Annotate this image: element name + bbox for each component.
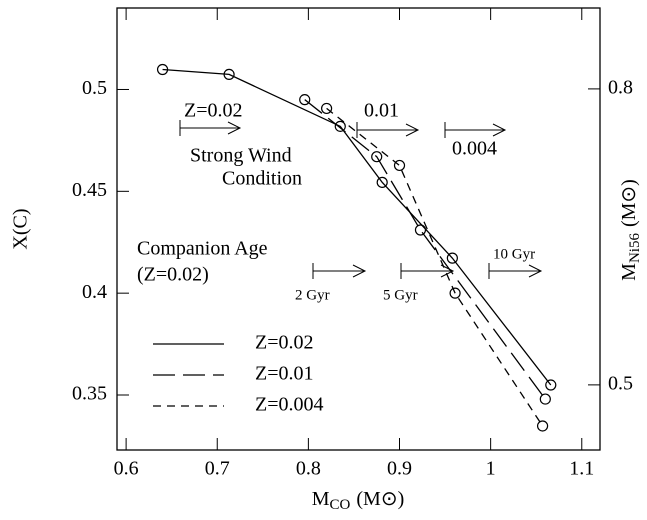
annotation: 10 Gyr	[493, 246, 535, 262]
plot-frame	[116, 7, 601, 451]
y2-axis-label: MNi56 (M⊙)	[618, 179, 644, 281]
marker	[371, 151, 383, 163]
y-tick-label: 0.45	[72, 179, 107, 201]
x-tick-label: 1.1	[569, 458, 594, 480]
arrow	[356, 122, 420, 138]
y2-label-sub: Ni56	[627, 233, 643, 264]
annotation: Z=0.02	[184, 100, 243, 122]
marker	[536, 420, 549, 432]
y-tick-label: 0.35	[72, 383, 107, 405]
x-label-sub: CO	[330, 497, 351, 513]
y2-label-unit: (M⊙)	[618, 179, 640, 227]
arrow	[444, 122, 507, 138]
annotation: Condition	[222, 168, 302, 190]
annotation: 2 Gyr	[295, 287, 330, 303]
annotation: (Z=0.02)	[137, 264, 209, 286]
marker	[334, 120, 346, 132]
x-tick-label: 0.9	[387, 458, 412, 480]
annotation: 0.01	[364, 100, 399, 122]
x-tick-label: 0.6	[114, 458, 139, 480]
y2-tick-label: 0.5	[608, 372, 633, 394]
x-tick-label: 0.8	[296, 458, 321, 480]
y-tick-label: 0.5	[82, 77, 107, 99]
annotation: Strong Wind	[190, 145, 292, 167]
marker	[539, 393, 551, 405]
arrow	[179, 120, 242, 136]
y-tick-label: 0.4	[82, 281, 107, 303]
y2-label-main: M	[618, 263, 640, 281]
x-label-unit: (M⊙)	[356, 488, 404, 510]
marker	[393, 159, 406, 172]
marker	[321, 102, 333, 115]
annotation: 0.004	[452, 138, 497, 160]
series-line	[304, 99, 546, 400]
legend-label: Z=0.01	[255, 363, 314, 385]
marker	[449, 287, 461, 299]
marker	[446, 252, 458, 264]
marker	[223, 68, 235, 81]
series-line	[162, 68, 552, 386]
legend-label: Z=0.004	[255, 394, 324, 416]
arrow	[488, 263, 543, 279]
x-tick-label: 1	[486, 458, 496, 480]
legend-label: Z=0.02	[255, 332, 314, 354]
marker	[299, 94, 311, 106]
series-line	[326, 107, 544, 427]
marker	[414, 224, 427, 236]
marker	[545, 379, 557, 391]
annotation: 5 Gyr	[383, 287, 418, 303]
marker	[376, 176, 388, 188]
annotation: Companion Age	[137, 238, 268, 260]
y-axis-label: X(C)	[10, 208, 32, 249]
arrow	[312, 263, 367, 279]
x-label-main: M	[312, 488, 330, 510]
y2-tick-label: 0.8	[608, 76, 633, 98]
x-tick-label: 0.7	[205, 458, 230, 480]
x-axis-label: MCO (M⊙)	[312, 488, 405, 514]
marker	[156, 63, 169, 76]
arrow	[400, 263, 455, 279]
